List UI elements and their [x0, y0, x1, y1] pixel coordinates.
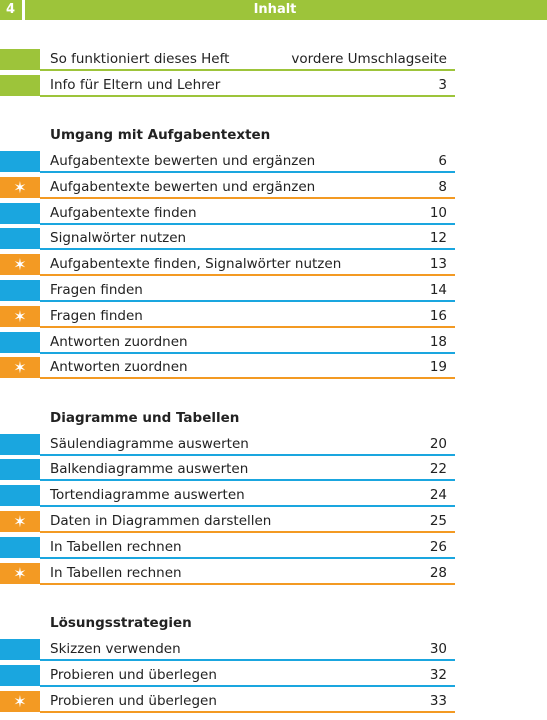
- row-page: 18: [429, 333, 447, 350]
- row-label: So funktioniert dieses Heft: [50, 51, 230, 67]
- row-label: In Tabellen rechnen: [50, 538, 182, 555]
- header-bar: [25, 0, 547, 20]
- row-page: 22: [429, 461, 447, 478]
- row-line: [40, 479, 455, 482]
- row-label: In Tabellen rechnen: [50, 564, 182, 581]
- row-page: 24: [429, 487, 447, 504]
- row-label: Aufgabentexte bewerten und ergänzen: [50, 178, 316, 195]
- row-tab: [0, 331, 40, 353]
- row-tab: [0, 254, 40, 276]
- section-title: Lösungsstrategien: [50, 615, 192, 631]
- row-page: 26: [429, 538, 447, 555]
- row-tab: [0, 639, 40, 660]
- row-tab: [0, 151, 40, 172]
- star-icon: ✶: [13, 306, 27, 326]
- row-label: Säulendiagramme auswerten: [50, 435, 249, 452]
- row-label: Info für Eltern und Lehrer: [50, 76, 221, 93]
- section-title: Umgang mit Aufgabentexten: [50, 127, 271, 143]
- row-label: Aufgabentexte finden: [50, 204, 197, 221]
- row-label: Aufgabentexte finden, Signalwörter nutze…: [50, 256, 342, 273]
- row-page: 3: [438, 76, 447, 93]
- row-tab: [0, 74, 40, 96]
- row-label: Aufgabentexte bewerten und ergänzen: [50, 153, 316, 169]
- row-tab: [0, 202, 40, 224]
- row-line: [40, 69, 455, 71]
- row-tab: [0, 485, 40, 507]
- row-tab: [0, 562, 40, 584]
- row-page: 19: [429, 359, 447, 376]
- row-line: [40, 659, 455, 661]
- row-line: [40, 530, 455, 533]
- row-tab: [0, 176, 40, 198]
- row-tab: [0, 357, 40, 379]
- row-page: 25: [429, 512, 447, 529]
- section-title: Diagramme und Tabellen: [50, 410, 240, 426]
- row-page: 33: [429, 692, 447, 709]
- row-label: Signalwörter nutzen: [50, 230, 187, 247]
- row-line: [40, 710, 455, 713]
- row-tab: [0, 690, 40, 712]
- page-number: 4: [6, 2, 16, 17]
- row-page: 20: [429, 435, 447, 452]
- row-tab: [0, 510, 40, 532]
- row-line: [40, 300, 455, 302]
- row-page: 16: [429, 307, 447, 324]
- row-label: Antworten zuordnen: [50, 359, 188, 376]
- row-line: [40, 248, 455, 251]
- row-label: Fragen finden: [50, 307, 143, 324]
- row-line: [40, 196, 455, 199]
- row-line: [40, 274, 455, 277]
- row-label: Antworten zuordnen: [50, 333, 188, 350]
- row-line: [40, 505, 455, 508]
- row-line: [40, 351, 455, 354]
- row-page: 6: [438, 153, 447, 169]
- row-page: 28: [429, 564, 447, 581]
- row-page: 12: [429, 230, 447, 247]
- row-page: 14: [429, 282, 447, 298]
- row-tab: [0, 536, 40, 558]
- header-tab: [0, 0, 22, 20]
- row-label: Probieren und überlegen: [50, 666, 217, 683]
- row-label: Balkendiagramme auswerten: [50, 461, 249, 478]
- row-line: [40, 377, 455, 380]
- row-tab: [0, 433, 40, 455]
- row-tab: [0, 49, 40, 70]
- row-line: [40, 556, 455, 559]
- row-line: [40, 94, 455, 97]
- row-tab: [0, 664, 40, 686]
- row-label: Daten in Diagrammen darstellen: [50, 512, 272, 529]
- star-icon: ✶: [13, 691, 27, 711]
- row-tab: [0, 228, 40, 250]
- row-label: Probieren und überlegen: [50, 692, 217, 709]
- row-label: Skizzen verwenden: [50, 641, 181, 657]
- row-tab: [0, 280, 40, 301]
- row-page: vordere Umschlagseite: [291, 51, 447, 67]
- row-page: 32: [429, 666, 447, 683]
- row-line: [40, 222, 455, 225]
- row-page: 8: [438, 178, 447, 195]
- row-page: 30: [429, 641, 447, 657]
- row-line: [40, 325, 455, 328]
- star-icon: ✶: [13, 511, 27, 531]
- row-tab: [0, 459, 40, 481]
- star-icon: ✶: [13, 255, 27, 275]
- star-icon: ✶: [13, 358, 27, 378]
- star-icon: ✶: [13, 177, 27, 197]
- row-tab: [0, 305, 40, 327]
- row-label: Tortendiagramme auswerten: [50, 487, 245, 504]
- header-title: Inhalt: [253, 2, 297, 17]
- row-page: 10: [429, 204, 447, 221]
- row-line: [40, 453, 455, 456]
- row-line: [40, 582, 455, 585]
- row-label: Fragen finden: [50, 282, 143, 298]
- star-icon: ✶: [13, 563, 27, 583]
- row-line: [40, 171, 455, 173]
- row-page: 13: [429, 256, 447, 273]
- row-line: [40, 684, 455, 687]
